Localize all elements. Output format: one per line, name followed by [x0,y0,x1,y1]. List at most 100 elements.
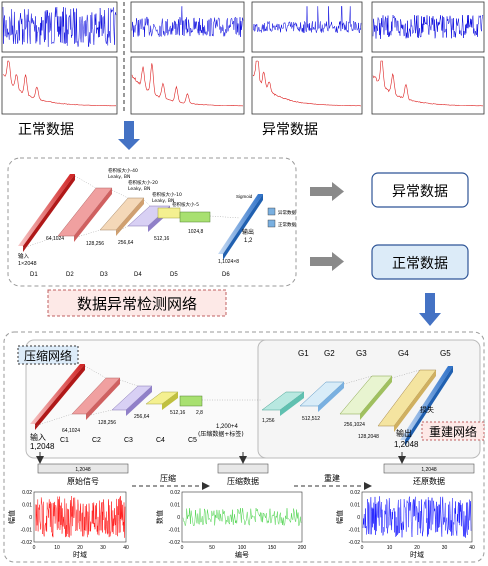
plot-1-ytick: -0.01 [21,528,33,534]
normal-result-text: 正常数据 [392,256,448,272]
normal-spectrum-1 [2,60,117,107]
plot-3-xtick: 30 [442,545,448,551]
kernel-note-4: 卷积核大小-5 [172,201,199,208]
plot-1-xtick: 20 [77,545,83,551]
restored-bar [383,463,475,474]
loss-label: 损失 [420,405,434,414]
reconstruction-title-box [421,421,485,441]
abnormal-result-box [371,172,469,208]
d1-label: D1 [30,272,38,278]
d5-label: D5 [170,272,178,278]
g2-label: G2 [324,349,335,358]
plot-3-xtick: 10 [387,545,393,551]
d3-label: D3 [100,272,108,278]
plot-2-xtick: 100 [238,545,247,551]
plot-3-xtick: 40 [469,545,475,551]
plot-1-ylabel: 幅值 [7,510,16,524]
output-slab [218,194,263,254]
c-input-label: 输入 [30,432,46,442]
g4-size: 128,2048 [358,434,379,440]
g1-label: G1 [298,349,309,358]
plot-1-xtick: 0 [33,545,36,551]
g3-size: 256,1024 [344,422,365,428]
plot-2-xtick: 50 [209,545,215,551]
plot-1-xtick: 30 [100,545,106,551]
arrow-to-normal [310,252,344,271]
plot-signal-2 [182,507,302,527]
d6-label: D6 [222,272,230,278]
compressed-bar [217,463,269,474]
c3-size: 256,64 [134,414,150,420]
middle-size: 1,200+4 [216,424,239,430]
g-output-size: 1,2048 [394,440,419,449]
orig-signal-bar [37,463,129,474]
plot-2-xlabel: 编号 [235,550,249,559]
reconstruction-title: 重建网络 [429,424,477,439]
c1-label: C1 [60,437,69,444]
abnormal-spectrum-1 [252,60,362,107]
c4-size: 512,16 [170,410,186,416]
plot-3-xtick: 20 [414,545,420,551]
plot-1-ytick: 0.02 [22,490,32,496]
c5-block [179,395,203,407]
g5-output-slab [400,366,453,440]
plot-frame-3 [361,491,473,543]
abnormal-spectrum-2-frame [371,56,485,115]
c2-size: 128,256 [98,420,116,426]
plot-3-ylabel: 幅值 [335,510,344,524]
d4-label: D4 [134,272,142,278]
arrow-to-abnormal [310,182,344,201]
plot-2-xtick: 200 [298,545,307,551]
plot-2-xtick: 0 [181,545,184,551]
g5-label: G5 [440,349,451,358]
abnormal-wave-2-frame [371,1,485,53]
g3-label: G3 [356,349,367,358]
d6-size: 1,1024×8 [218,259,239,265]
normal-spectrum-2-frame [130,56,245,115]
abnormal-spectrum-1-frame [251,56,363,115]
plot-3-ytick: -0.01 [349,528,361,534]
normal-result-box [371,244,469,280]
c-input-slab [30,364,85,424]
d3-size: 256,64 [118,240,134,246]
d2-size: 128,256 [86,241,104,247]
plot-1-ytick: 0.01 [22,503,32,509]
plot-2-ytick: 0 [177,515,180,521]
plot-3-xtick: 0 [361,545,364,551]
input-size: 1×2048 [18,261,37,267]
plot-2-ytick: 0.01 [170,503,180,509]
plot-1-ytick: 0 [29,515,32,521]
restored-label: 还原数据 [413,476,445,486]
compression-title-box [17,345,79,365]
plot-1-xtick: 10 [54,545,60,551]
g1-size: 1,256 [262,418,275,424]
kernel-note-3: 卷积核大小-10 [152,191,182,198]
normal-spectrum-1-frame [1,56,118,115]
d1-size: 64,1024 [46,236,64,242]
plot-1-ytick: -0.02 [21,540,33,546]
bottom-plots: 0.020.010-0.01-0.020 10 20 30 40时域幅值0.020.01… [7,490,475,559]
c4-label: C4 [156,437,165,444]
d5-block [157,207,181,219]
legend-abnormal: 异常数据 [278,209,296,216]
detection-title: 数据异常检测网络 [77,295,197,313]
abnormal-wave-1 [252,6,362,34]
abnormal-wave-2 [372,14,484,40]
input-slab [18,174,75,246]
plot-3-xlabel: 时域 [410,550,424,559]
normal-wave-1 [2,6,117,48]
input-label: 输入 [18,252,30,260]
down-arrow-right [419,293,441,326]
plot-3-ytick: -0.02 [349,540,361,546]
abnormal-result-text: 异常数据 [392,184,448,200]
plot-frame-1 [33,491,127,543]
g2-size: 512,512 [302,416,320,422]
c5-label: C5 [188,437,197,444]
plot-3-ytick: 0 [357,515,360,521]
plot-signal-1 [34,495,126,538]
detection-network: 输入 1×2048 64,1024 128,256 256,64 512,16 … [18,167,296,278]
sigmoid-label: Sigmoid [236,194,253,199]
restored-seg-text: 1,2048 [421,467,437,473]
abnormal-spectrum-2 [372,60,484,107]
